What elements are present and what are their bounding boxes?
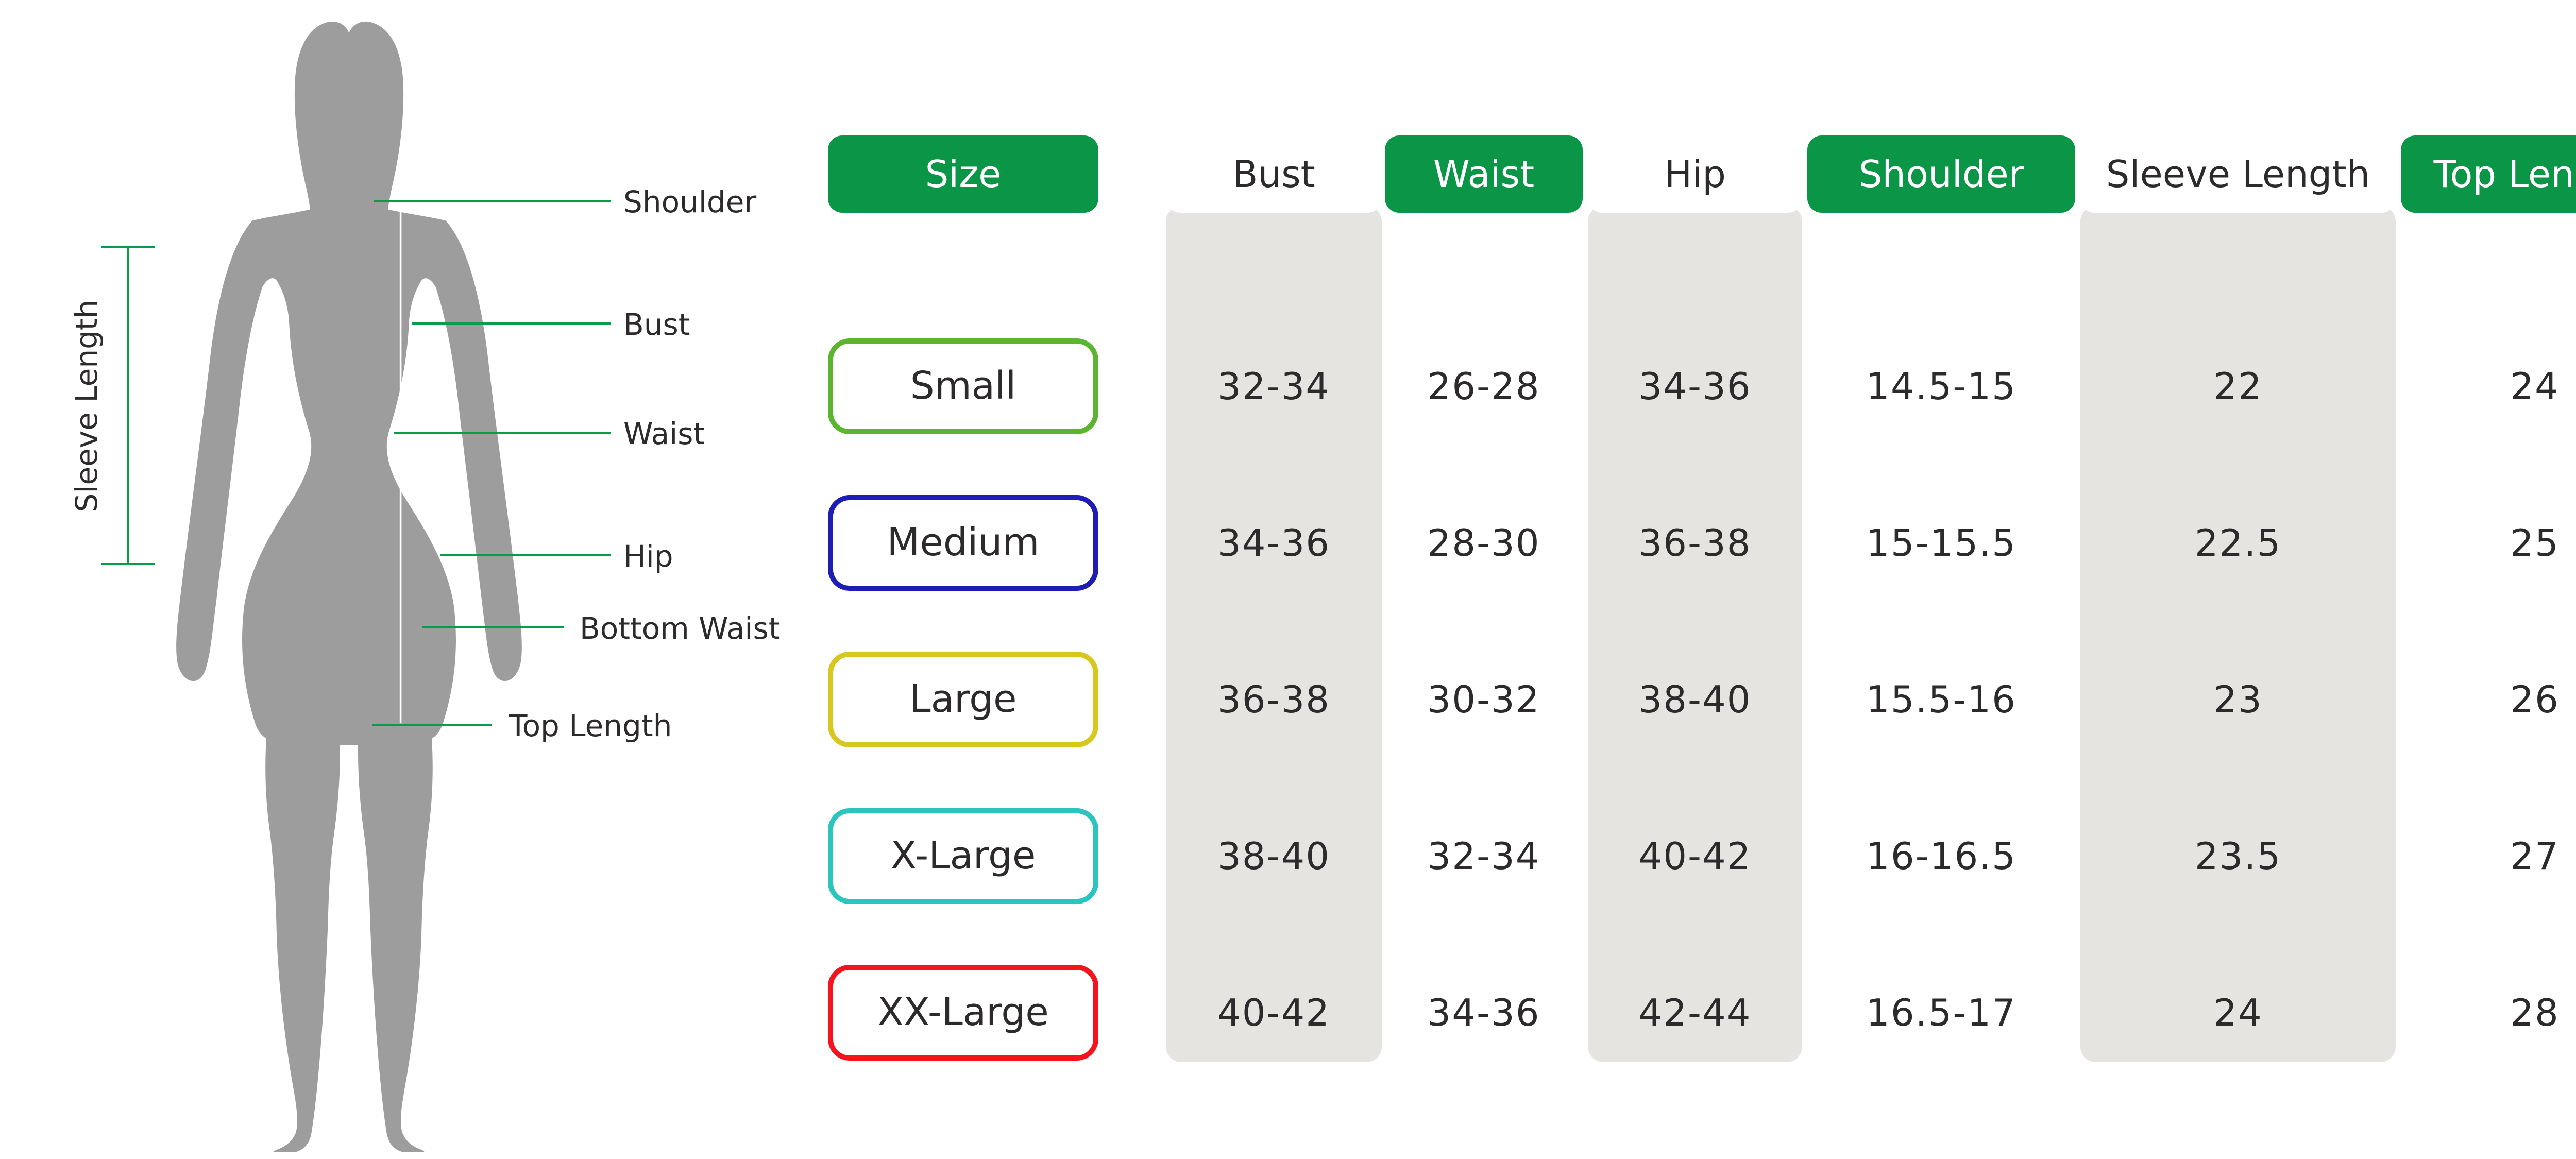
column-body	[2080, 206, 2396, 1062]
size-button-small[interactable]: Small	[828, 338, 1098, 434]
table-cell: 26-28	[1427, 365, 1540, 408]
table-cell: 34-36	[1427, 991, 1540, 1034]
table-cell: 23.5	[2194, 834, 2282, 878]
table-cell: 36-38	[1217, 678, 1331, 721]
table-cell: 40-42	[1638, 834, 1752, 878]
table-cell: 16-16.5	[1866, 834, 2016, 878]
table-cell: 30-32	[1427, 678, 1540, 721]
table-cell: 28	[2510, 991, 2560, 1034]
torso-arms-shape	[176, 156, 522, 745]
hip-line	[440, 554, 611, 556]
body-silhouette-svg	[176, 21, 522, 1152]
column-body	[2401, 206, 2576, 1062]
column-header-sleeve-length: Sleeve Length	[2080, 135, 2396, 213]
waist-line	[394, 432, 611, 434]
column-header-top-length: Top Length	[2401, 135, 2576, 213]
table-cell: 32-34	[1427, 834, 1540, 878]
size-button-x-large[interactable]: X-Large	[828, 808, 1098, 904]
table-cell: 40-42	[1217, 991, 1331, 1034]
table-cell: 24	[2510, 365, 2560, 408]
column-body	[1385, 206, 1583, 1062]
figure-label-shoulder: Shoulder	[623, 184, 757, 219]
figure-label-sleeve-length: Sleeve Length	[69, 299, 104, 513]
table-cell: 26	[2510, 678, 2560, 721]
column-shoulder: Shoulder 14.5-15 15-15.5 15.5-16 16-16.5…	[1807, 135, 2075, 1068]
table-cell: 24	[2213, 991, 2263, 1034]
figure-label-top-length: Top Length	[509, 708, 672, 743]
column-body	[1588, 206, 1802, 1062]
table-cell: 15-15.5	[1866, 521, 2016, 565]
column-top-length: Top Length 24 25 26 27 28	[2401, 135, 2576, 1068]
sleeve-length-cap-bottom	[101, 563, 155, 565]
figure-label-bust: Bust	[623, 307, 690, 342]
table-cell: 27	[2510, 834, 2560, 878]
table-cell: 36-38	[1638, 521, 1752, 565]
table-cell: 22	[2213, 365, 2263, 408]
table-cell: 16.5-17	[1866, 991, 2016, 1034]
table-cell: 28-30	[1427, 521, 1540, 565]
table-cell: 25	[2510, 521, 2560, 565]
column-sleeve-length: Sleeve Length 22 22.5 23 23.5 24	[2080, 135, 2396, 1068]
column-header-bust: Bust	[1166, 135, 1382, 213]
table-cell: 22.5	[2194, 521, 2282, 565]
column-bust: Bust 32-34 34-36 36-38 38-40 40-42	[1166, 135, 1382, 1068]
right-leg-shape	[358, 718, 433, 1152]
column-body	[1166, 206, 1382, 1062]
column-size: Size Small Medium Large X-Large XX-Large	[828, 135, 1098, 1068]
table-cell: 14.5-15	[1866, 365, 2016, 408]
shoulder-line	[374, 200, 611, 202]
table-cell: 23	[2213, 678, 2263, 721]
table-cell: 42-44	[1638, 991, 1752, 1034]
size-button-xx-large[interactable]: XX-Large	[828, 965, 1098, 1061]
figure-label-waist: Waist	[623, 416, 705, 451]
size-button-medium[interactable]: Medium	[828, 495, 1098, 591]
head-hair-shape	[294, 21, 404, 215]
size-column-header: Size	[828, 135, 1098, 213]
table-cell: 34-36	[1217, 521, 1331, 565]
top-length-line	[372, 724, 492, 726]
column-header-shoulder: Shoulder	[1807, 135, 2075, 213]
table-cell: 32-34	[1217, 365, 1331, 408]
size-button-large[interactable]: Large	[828, 652, 1098, 747]
table-cell: 34-36	[1638, 365, 1752, 408]
body-silhouette	[165, 18, 533, 1152]
column-header-waist: Waist	[1385, 135, 1583, 213]
figure-label-hip: Hip	[623, 539, 673, 574]
column-header-hip: Hip	[1588, 135, 1802, 213]
bust-line	[412, 322, 611, 325]
table-cell: 15.5-16	[1866, 678, 2016, 721]
sleeve-length-line	[127, 247, 129, 564]
sleeve-length-cap-top	[101, 246, 155, 248]
column-hip: Hip 34-36 36-38 38-40 40-42 42-44	[1588, 135, 1802, 1068]
left-leg-shape	[265, 718, 341, 1152]
table-cell: 38-40	[1638, 678, 1752, 721]
column-waist: Waist 26-28 28-30 30-32 32-34 34-36	[1385, 135, 1583, 1068]
table-cell: 38-40	[1217, 834, 1331, 878]
bottom-waist-line	[422, 626, 564, 628]
figure-label-bottom-waist: Bottom Waist	[580, 611, 781, 646]
column-body	[1807, 206, 2075, 1062]
